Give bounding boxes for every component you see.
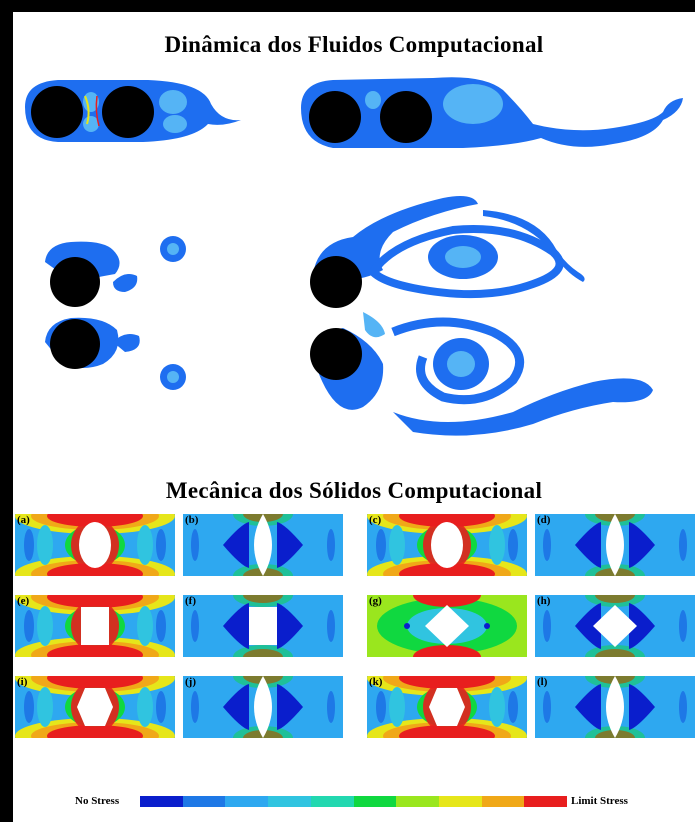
stress-panel: (i) bbox=[15, 676, 175, 738]
csm-section-title: Mecânica dos Sólidos Computacional bbox=[165, 478, 543, 503]
stress-contour bbox=[535, 514, 695, 576]
stress-panel: (g) bbox=[367, 595, 527, 657]
cfd-flow-visualizations bbox=[25, 77, 683, 436]
legend-color-swatch bbox=[140, 796, 183, 807]
panel-label: (l) bbox=[537, 676, 548, 688]
legend-color-swatch bbox=[481, 796, 525, 807]
stress-panel: (j) bbox=[183, 676, 343, 738]
legend-color-swatch bbox=[182, 796, 226, 807]
stress-panel: (k) bbox=[367, 676, 527, 738]
stress-contour bbox=[535, 595, 695, 657]
stress-contour bbox=[535, 676, 695, 738]
legend-color-bar bbox=[140, 796, 568, 807]
stress-contour bbox=[15, 595, 175, 657]
cfd-tandem-long-wake bbox=[301, 77, 683, 148]
panel-label: (k) bbox=[369, 676, 383, 688]
panel-label: (h) bbox=[537, 595, 551, 607]
panel-label: (j) bbox=[185, 676, 196, 688]
stress-legend: No Stress Limit Stress bbox=[13, 792, 695, 812]
panel-label: (i) bbox=[17, 676, 28, 688]
legend-max-label: Limit Stress bbox=[571, 795, 628, 807]
legend-color-swatch bbox=[310, 796, 354, 807]
stress-contour bbox=[183, 595, 343, 657]
stress-panel: (c) bbox=[367, 514, 527, 576]
stress-contour bbox=[15, 514, 175, 576]
stress-contour bbox=[367, 595, 527, 657]
legend-min-label: No Stress bbox=[75, 795, 120, 807]
stress-panel: (f) bbox=[183, 595, 343, 657]
stress-panel: (h) bbox=[535, 595, 695, 657]
stress-contour bbox=[183, 514, 343, 576]
panel-label: (b) bbox=[185, 514, 199, 526]
panel-label: (f) bbox=[185, 595, 196, 607]
panel-label: (d) bbox=[537, 514, 551, 526]
stress-panel: (e) bbox=[15, 595, 175, 657]
legend-color-swatch bbox=[268, 796, 311, 807]
stress-panel: (b) bbox=[183, 514, 343, 576]
legend-color-swatch bbox=[396, 796, 439, 807]
panel-label: (e) bbox=[17, 595, 30, 607]
legend-color-swatch bbox=[353, 796, 397, 807]
cfd-side-by-side-large bbox=[310, 196, 653, 436]
stress-contour bbox=[15, 676, 175, 738]
stress-contour bbox=[367, 514, 527, 576]
cfd-tandem-short-wake bbox=[25, 80, 241, 142]
stress-panel: (d) bbox=[535, 514, 695, 576]
stress-panel: (a) bbox=[15, 514, 175, 576]
panel-label: (c) bbox=[369, 514, 382, 526]
legend-color-swatch bbox=[225, 796, 269, 807]
legend-color-swatch bbox=[524, 796, 568, 807]
legend-color-swatch bbox=[438, 796, 482, 807]
panel-label: (g) bbox=[369, 595, 382, 607]
cfd-side-by-side-small bbox=[45, 236, 186, 390]
stress-panel: (l) bbox=[535, 676, 695, 738]
stress-contour bbox=[183, 676, 343, 738]
panel-label: (a) bbox=[17, 514, 30, 526]
figure-frame: Dinâmica dos Fluidos Computacional bbox=[13, 12, 695, 822]
stress-contour bbox=[367, 676, 527, 738]
cfd-section-title: Dinâmica dos Fluidos Computacional bbox=[164, 32, 544, 57]
